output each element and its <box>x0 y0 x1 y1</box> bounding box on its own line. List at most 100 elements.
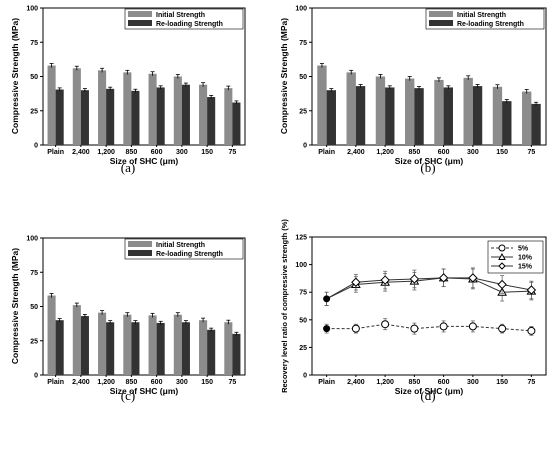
legend-swatch <box>429 11 453 17</box>
panel-label: (c) <box>121 388 135 403</box>
legend-label: Initial Strength <box>156 12 205 19</box>
x-tick-label: 850 <box>409 379 421 386</box>
x-tick-label: 2,400 <box>347 379 365 386</box>
y-tick-label: 25 <box>299 345 307 352</box>
x-tick-label: 300 <box>176 379 188 386</box>
bar <box>224 322 233 375</box>
y-tick-label: 50 <box>30 74 38 81</box>
y-tick-label: 25 <box>30 338 38 345</box>
y-tick-label: 0 <box>303 143 307 150</box>
bar <box>414 88 424 145</box>
bar <box>531 103 541 145</box>
data-point <box>323 295 331 303</box>
chart-panel-1: 0 25 50 75 100 Plain 2,400 1,200 850 600 300 150 75 S… <box>279 6 547 175</box>
x-tick-label: 150 <box>201 149 213 156</box>
bar <box>199 84 208 145</box>
bar <box>375 76 386 145</box>
legend-label: Initial Strength <box>156 242 205 249</box>
legend-label: 5% <box>518 246 529 253</box>
chart-panel-0: 0 25 50 75 100 Plain 2,400 1,200 850 600 300 150 75 S… <box>10 6 246 175</box>
legend-label: 15% <box>518 264 533 271</box>
bar <box>55 89 64 145</box>
data-point <box>498 324 507 333</box>
y-axis-label: Recovery level ratio of compressive stre… <box>280 219 289 393</box>
series-line <box>326 277 532 300</box>
x-tick-label: 600 <box>151 149 163 156</box>
bar <box>207 329 216 375</box>
x-tick-label: 2,400 <box>347 149 365 156</box>
bar <box>492 86 503 145</box>
legend-marker <box>498 262 506 270</box>
x-tick-label: 1,200 <box>97 149 115 156</box>
series-line <box>326 277 532 300</box>
bar <box>47 65 56 145</box>
bar <box>80 316 89 375</box>
x-tick-label: 2,400 <box>72 149 90 156</box>
bar <box>317 65 327 145</box>
bar <box>106 88 115 145</box>
legend-label: 10% <box>518 255 533 262</box>
bar <box>47 295 56 375</box>
chart-panel-3: 0 25 50 75 100 125 Plain 2,400 1,200 850 600 300 150… <box>280 219 547 403</box>
legend-marker <box>498 252 506 260</box>
bar <box>131 90 140 145</box>
data-point <box>526 285 537 295</box>
y-tick-label: 25 <box>30 108 38 115</box>
bar <box>55 320 64 375</box>
legend-swatch <box>429 20 453 26</box>
legend-swatch <box>128 20 152 26</box>
legend-label: Re-loading Strength <box>156 251 223 258</box>
x-tick-label: 75 <box>527 379 535 386</box>
data-point <box>381 320 390 329</box>
bar <box>173 76 182 145</box>
legend-box <box>124 8 244 30</box>
data-point <box>497 279 507 290</box>
bar <box>123 314 132 375</box>
panel-label: (b) <box>420 160 435 175</box>
y-tick-label: 25 <box>299 108 307 115</box>
y-tick-label: 50 <box>30 304 38 311</box>
legend-swatch <box>128 11 152 17</box>
plot-frame <box>311 236 547 376</box>
x-tick-label: 300 <box>467 379 479 386</box>
x-tick-label: 2,400 <box>72 379 90 386</box>
x-tick-label: 1,200 <box>376 379 394 386</box>
bar <box>224 88 233 145</box>
data-point <box>380 275 390 285</box>
y-tick-label: 50 <box>299 317 307 324</box>
x-tick-label: 75 <box>228 379 236 386</box>
bar <box>181 322 190 375</box>
legend-box <box>124 238 244 260</box>
y-tick-label: 75 <box>299 290 307 297</box>
x-tick-label: 150 <box>201 379 213 386</box>
bar <box>326 90 336 145</box>
bar <box>199 320 208 375</box>
y-axis-label: Compressive Strength (MPa) <box>279 18 289 134</box>
legend-marker <box>498 244 506 252</box>
chart-panel-2: 0 25 50 75 100 Plain 2,400 1,200 850 600 300 150 75 S… <box>10 236 246 403</box>
bar <box>232 333 241 375</box>
bar <box>156 87 165 145</box>
bar <box>98 70 107 145</box>
data-point <box>527 326 536 335</box>
bar <box>405 78 415 145</box>
bar <box>443 87 453 145</box>
x-tick-label: 150 <box>496 379 508 386</box>
y-axis-label: Compressive Strength (MPa) <box>10 18 20 134</box>
bar <box>148 73 157 145</box>
bar <box>148 315 157 375</box>
y-tick-label: 75 <box>30 40 38 47</box>
bar <box>131 322 140 375</box>
y-tick-label: 75 <box>30 270 38 277</box>
bar <box>181 84 190 145</box>
bar <box>522 91 532 145</box>
series-line <box>326 323 532 332</box>
bar <box>346 72 356 145</box>
x-tick-label: 600 <box>438 379 450 386</box>
x-tick-label: 850 <box>409 149 421 156</box>
data-point <box>439 322 448 331</box>
bar <box>98 312 107 375</box>
y-tick-label: 50 <box>299 74 307 81</box>
legend-label: Re-loading Strength <box>457 21 524 28</box>
